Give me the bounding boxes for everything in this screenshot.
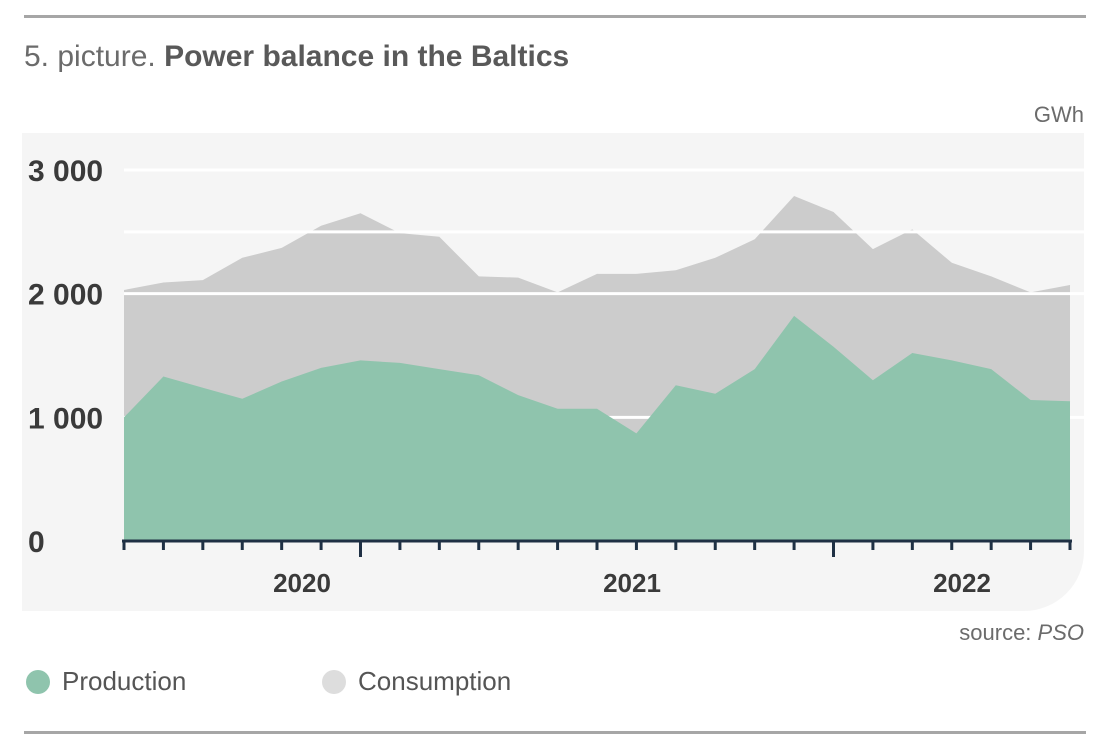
unit-label: GWh xyxy=(1033,102,1084,127)
source-note: source: PSO xyxy=(959,620,1084,646)
y-tick-label: 3 000 xyxy=(28,155,103,188)
source-prefix: source: xyxy=(959,620,1038,645)
y-tick-label: 0 xyxy=(28,526,45,559)
legend-label-consumption: Consumption xyxy=(358,666,512,696)
bottom-rule xyxy=(24,731,1086,734)
page-title: 5. picture. Power balance in the Baltics xyxy=(24,40,569,74)
legend-swatch-production xyxy=(26,669,50,694)
x-year-label: 2022 xyxy=(933,568,991,598)
source-name: PSO xyxy=(1037,620,1084,645)
y-tick-label: 2 000 xyxy=(28,279,103,312)
legend-item-production: Production xyxy=(26,666,186,697)
y-tick-label: 1 000 xyxy=(28,402,103,435)
legend-item-consumption: Consumption xyxy=(322,666,511,697)
legend-swatch-consumption xyxy=(322,669,346,694)
series-area-production xyxy=(124,315,1070,541)
legend-label-production: Production xyxy=(62,666,187,696)
title-prefix: 5. picture. xyxy=(24,40,165,73)
top-rule xyxy=(24,15,1086,18)
x-year-label: 2021 xyxy=(603,568,661,598)
title-main: Power balance in the Baltics xyxy=(164,40,570,73)
area-chart: 0 1 000 2 000 3 000 2020 2021 2022 xyxy=(28,155,1072,598)
x-year-label: 2020 xyxy=(273,568,331,598)
